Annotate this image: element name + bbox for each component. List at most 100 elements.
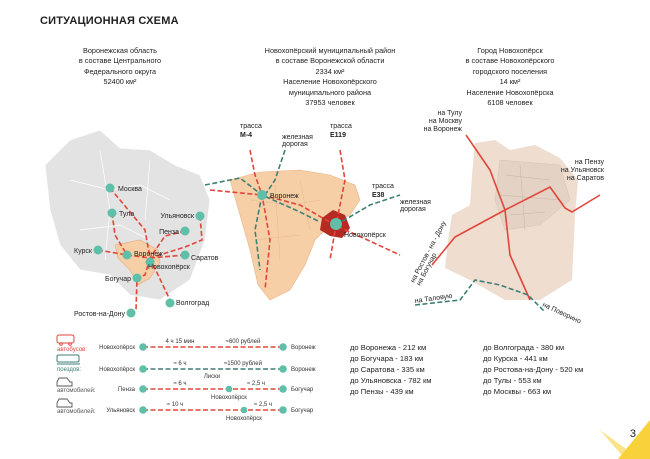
header-line: Воронежская область	[83, 46, 157, 55]
header-line: в составе Центрального	[78, 56, 162, 66]
route-node	[139, 385, 147, 393]
route-node	[279, 406, 287, 414]
route-time: ≈ 2,5 ч	[247, 381, 265, 387]
mode-label: автобусов:	[57, 347, 87, 353]
route-node	[225, 385, 233, 393]
label: на Тулу	[437, 110, 462, 117]
route-node	[279, 343, 287, 351]
header-district: Новохопёрский муниципальный район в сост…	[240, 46, 420, 108]
mode-label: автомобилей:	[57, 387, 96, 394]
route-to: Воронеж	[291, 345, 316, 351]
route-from: Пенза	[118, 387, 136, 393]
city-label: Новохопёрск	[148, 264, 191, 271]
city-label: Саратов	[191, 255, 219, 262]
header-line: 37953 человек	[305, 98, 355, 108]
route-node	[279, 365, 287, 373]
route-to: Богучар	[291, 408, 314, 414]
city-label: Ростов-на-Дону	[74, 311, 125, 318]
header-line: Новохопёрский муниципальный район	[264, 46, 396, 55]
route-time: 4 ч 15 мин	[166, 339, 195, 345]
route-to: Богучар	[291, 387, 314, 393]
label: дорогая	[282, 141, 308, 148]
label: дорогая	[400, 206, 426, 213]
header-city: Город Новохопёрск в составе Новохопёрско…	[440, 46, 580, 108]
label: трасса	[372, 183, 394, 190]
city-label: Волгоград	[176, 300, 209, 307]
route-time: ≈ 2,5 ч	[254, 402, 272, 408]
distance-item: до Ульяновска - 782 км	[350, 376, 432, 385]
label: железная	[400, 199, 431, 206]
page-number: 3	[629, 428, 636, 440]
transport-legend: автобусов: поездов: автомобилей: автомоб…	[56, 334, 316, 422]
voronezh-node	[257, 190, 267, 200]
route-node	[139, 365, 147, 373]
label: трасса	[240, 123, 262, 130]
label: Е119	[330, 132, 346, 139]
route-from: Новохопёрск	[99, 367, 135, 373]
route-via: Лиски	[204, 374, 220, 380]
route-via: Новохопёрск	[226, 416, 262, 422]
route-node	[279, 385, 287, 393]
label: на Пензу	[575, 159, 605, 166]
distance-item: до Богучара - 183 км	[350, 354, 424, 363]
label: Воронеж	[270, 193, 299, 200]
distance-item: до Волгограда - 380 км	[483, 343, 565, 352]
right-rail	[414, 279, 546, 313]
header-line: муниципального района	[288, 87, 372, 97]
header-line: Население Новохопёрска	[466, 87, 554, 97]
city-label: Москва	[118, 186, 142, 193]
city-label: Ульяновск	[161, 213, 195, 220]
route-time: ≈ 6 ч	[173, 361, 186, 367]
header-voronezh-oblast: Воронежская область в составе Центрально…	[50, 46, 190, 88]
header-line: 2334 км²	[315, 66, 345, 76]
distance-item: до Курска - 441 км	[483, 354, 548, 363]
route-time: ≈ 6 ч	[173, 381, 186, 387]
header-line: Город Новохопёрск	[477, 46, 543, 55]
header-line: в составе Воронежской области	[275, 56, 385, 66]
route-node	[139, 343, 147, 351]
label: железная	[282, 134, 313, 141]
train-icon	[56, 354, 80, 365]
header-line: 14 км²	[499, 77, 521, 87]
city-label: Пенза	[159, 229, 179, 236]
left-city-labels: Москва Тула Ульяновск Пенза Курск Вороне…	[74, 186, 219, 318]
header-line: в составе Новохопёрского	[465, 56, 555, 66]
distances-right: до Волгограда - 380 км до Курска - 441 к…	[483, 342, 583, 397]
distance-item: до Воронежа - 212 км	[350, 343, 427, 352]
label: Новохопёрск	[344, 232, 387, 239]
label: М-4	[240, 132, 252, 139]
city-label: Воронеж	[134, 251, 163, 258]
label: на Ульяновск	[561, 167, 605, 174]
route-via: Новохопёрск	[211, 395, 247, 401]
novokhopersk-node	[330, 218, 342, 230]
legend-modes: автобусов: поездов: автомобилей: автомоб…	[57, 347, 96, 415]
header-line: 52400 км²	[103, 77, 137, 87]
bus-icon	[56, 334, 75, 346]
header-line: 6108 человек	[487, 98, 533, 108]
city-label: Курск	[74, 248, 93, 255]
city-label: Тула	[119, 211, 134, 218]
city-map	[445, 140, 578, 300]
city-label: Богучар	[105, 276, 131, 283]
label: Е38	[372, 192, 385, 199]
route-price: ≈1500 рублей	[224, 360, 262, 367]
distance-item: до Пензы - 439 км	[350, 387, 414, 396]
mode-label: поездов:	[57, 367, 81, 373]
route-time: ≈ 10 ч	[167, 402, 183, 408]
route-price: ≈600 рублей	[226, 338, 261, 345]
label: на Воронеж	[424, 126, 463, 133]
distance-item: до Тулы - 553 км	[483, 376, 542, 385]
distance-item: до Ростова-на-Дону - 520 км	[483, 365, 584, 374]
car-icon	[56, 377, 73, 387]
district-map	[229, 169, 361, 301]
right-roads	[431, 134, 601, 301]
route-node	[139, 406, 147, 414]
distances-left: до Воронежа - 212 км до Богучара - 183 к…	[350, 342, 432, 397]
middle-labels: трасса М-4 железная дорогая трасса Е119 …	[240, 123, 431, 239]
distance-item: до Саратова - 335 км	[350, 365, 425, 374]
page-title: СИТУАЦИОННАЯ СХЕМА	[40, 15, 179, 27]
route-from: Ульяновск	[106, 408, 135, 414]
mode-label: автомобилей:	[57, 408, 96, 415]
header-line: Население Новохопёрского	[283, 77, 377, 87]
